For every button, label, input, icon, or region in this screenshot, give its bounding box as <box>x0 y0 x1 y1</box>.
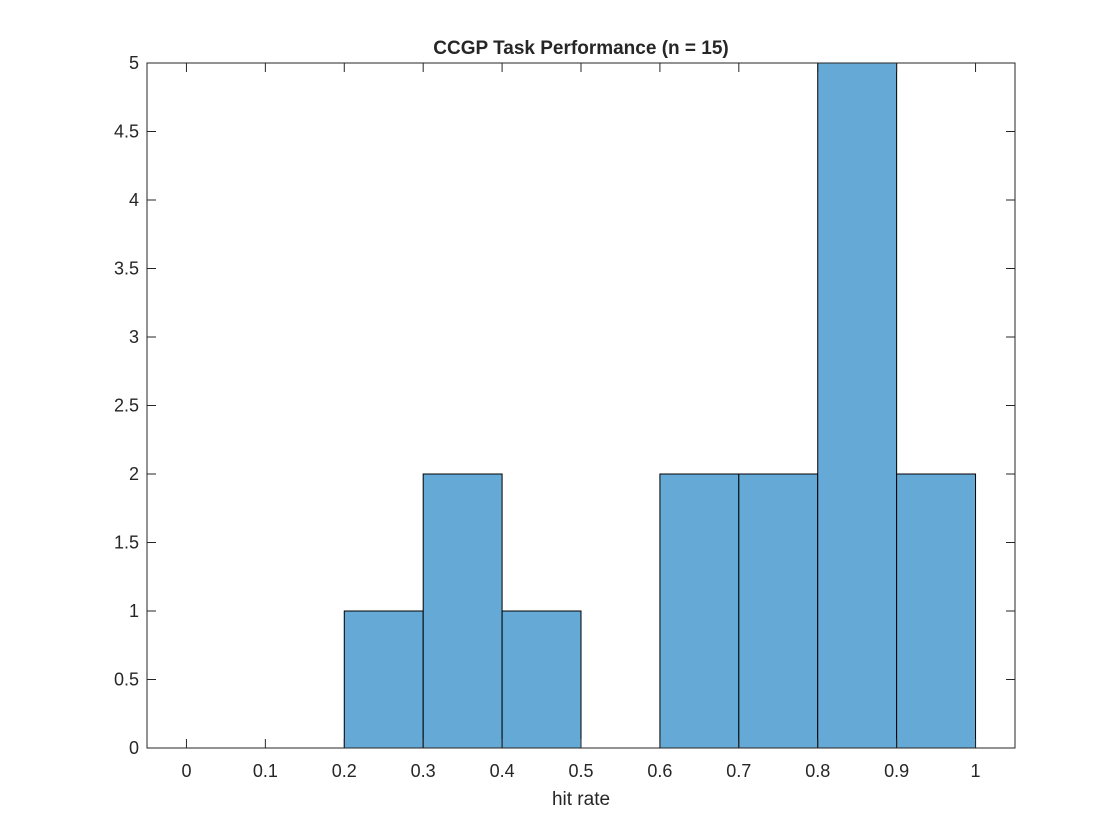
histogram-bar <box>738 473 819 749</box>
y-tick-label: 0.5 <box>114 670 139 690</box>
x-tick-label: 0.3 <box>411 761 436 781</box>
y-tick-label: 4.5 <box>114 122 139 142</box>
chart-title: CCGP Task Performance (n = 15) <box>433 38 729 59</box>
x-tick-label: 0.5 <box>568 761 593 781</box>
histogram-bar <box>659 473 740 749</box>
histogram-bar <box>896 473 977 749</box>
x-tick-label: 0.4 <box>490 761 515 781</box>
y-tick-label: 3 <box>129 327 139 347</box>
y-tick-label: 2 <box>129 464 139 484</box>
x-tick-label: 1 <box>971 761 981 781</box>
x-axis-label: hit rate <box>552 789 610 810</box>
y-tick-label: 0 <box>129 738 139 758</box>
y-axis-ticks: 0 0.5 1 1.5 2 2.5 3 3.5 4 4.5 5 <box>114 53 1015 758</box>
x-tick-label: 0.7 <box>726 761 751 781</box>
y-tick-label: 1.5 <box>114 533 139 553</box>
y-tick-label: 1 <box>129 601 139 621</box>
x-tick-label: 0 <box>181 761 191 781</box>
bars-group <box>343 62 977 749</box>
histogram-bar <box>817 62 898 749</box>
histogram-bar <box>422 473 503 749</box>
x-tick-label: 0.8 <box>805 761 830 781</box>
histogram-bar <box>501 610 582 749</box>
x-tick-label: 0.6 <box>647 761 672 781</box>
x-tick-label: 0.9 <box>884 761 909 781</box>
y-tick-label: 5 <box>129 53 139 73</box>
x-tick-label: 0.2 <box>332 761 357 781</box>
x-axis-ticks: 0 0.1 0.2 0.3 0.4 0.5 0.6 0.7 0.8 0.9 1 <box>181 63 981 781</box>
y-tick-label: 4 <box>129 190 139 210</box>
x-tick-label: 0.1 <box>253 761 278 781</box>
histogram-bar <box>343 610 424 749</box>
y-tick-label: 3.5 <box>114 259 139 279</box>
y-tick-label: 2.5 <box>114 396 139 416</box>
